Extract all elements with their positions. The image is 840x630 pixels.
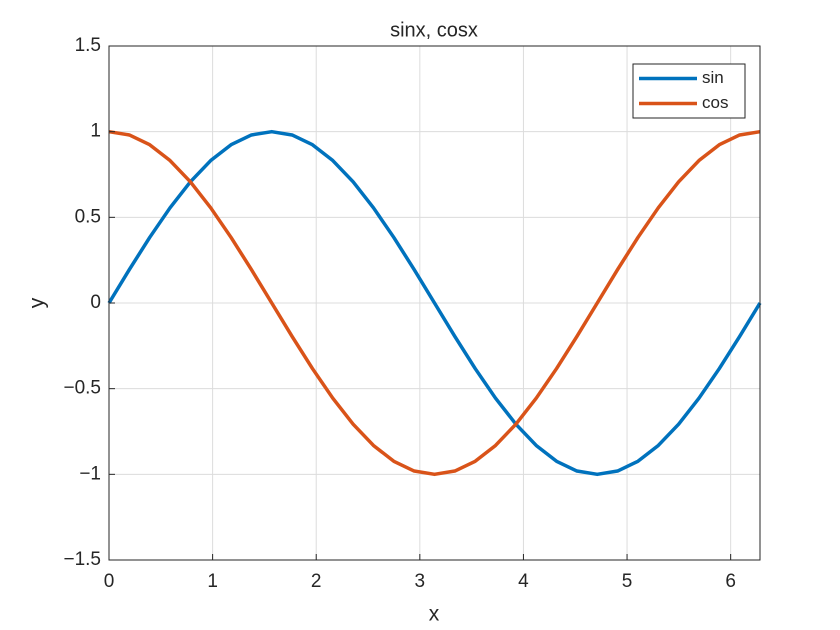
ticks: 0 1 2 3 4 5 6 −1.5 −1 −0.5 0 0.5 1 1.5 (63, 35, 735, 592)
x-tick-label: 6 (725, 571, 736, 592)
x-tick-label: 0 (104, 571, 115, 592)
y-tick-label: 1 (90, 121, 101, 142)
y-tick-label: 0 (90, 292, 101, 313)
legend-box (632, 63, 746, 119)
y-tick-label: −0.5 (63, 378, 101, 399)
legend: sin cos (632, 63, 746, 119)
y-axis-label: y (26, 297, 49, 308)
x-axis-label: x (429, 603, 440, 626)
lines (107, 129, 762, 477)
x-tick-label: 4 (518, 571, 529, 592)
y-tick-label: −1.5 (63, 549, 101, 570)
x-tick-label: 5 (622, 571, 633, 592)
chart-title: sinx, cosx (390, 19, 478, 41)
legend-label: cos (702, 93, 728, 112)
y-tick-label: 0.5 (75, 206, 101, 227)
series-line (107, 129, 762, 477)
x-tick-label: 3 (415, 571, 426, 592)
y-tick-label: −1 (79, 463, 101, 484)
x-tick-label: 2 (311, 571, 322, 592)
legend-label: sin (702, 68, 724, 87)
y-tick-label: 1.5 (75, 35, 101, 56)
x-tick-label: 1 (207, 571, 218, 592)
series-line (108, 129, 761, 477)
